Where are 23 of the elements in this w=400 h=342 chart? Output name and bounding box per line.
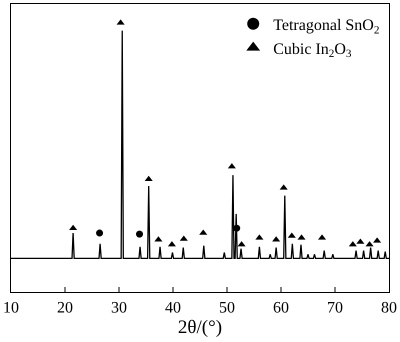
point [255, 234, 264, 240]
point [233, 224, 240, 232]
point [318, 234, 326, 240]
point [154, 236, 162, 242]
point [272, 236, 280, 242]
point [356, 238, 364, 244]
x-tick-label: 80 [381, 299, 397, 316]
point [280, 184, 288, 190]
x-tick-label: 70 [327, 299, 343, 316]
point [373, 237, 382, 243]
point [96, 230, 104, 237]
legend-label: Tetragonal SnO$_{2}$ [273, 17, 380, 36]
x-tick-label: 50 [219, 299, 235, 316]
x-axis-title: 2θ/(°) [178, 317, 222, 338]
point [116, 19, 125, 25]
x-tick-label: 40 [165, 299, 181, 316]
legend-label: Cubic In$_{2}$O$_{3}$ [273, 40, 352, 60]
x-tick-label: 10 [3, 299, 19, 316]
x-tick-label: 30 [111, 299, 127, 316]
x-tick-label: 60 [273, 299, 289, 316]
point [136, 230, 144, 238]
point [180, 235, 188, 241]
x-tick-label: 20 [57, 299, 73, 316]
